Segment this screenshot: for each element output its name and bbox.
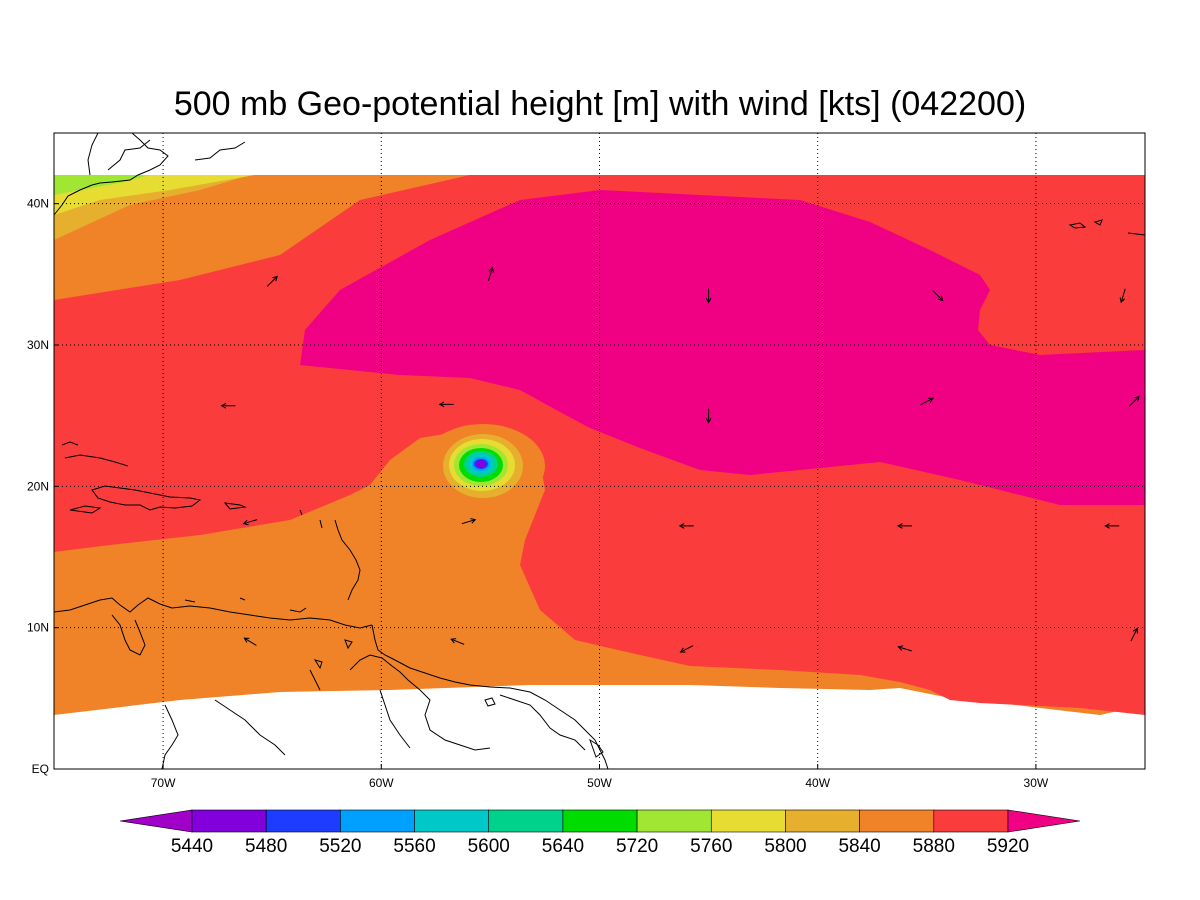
low-pressure-center xyxy=(421,424,545,508)
colorbar-swatch-low xyxy=(119,809,193,833)
colorbar-swatch xyxy=(710,809,786,833)
colorbar-label: 5560 xyxy=(393,836,435,857)
colorbar: 5440 5480 5520 5560 5600 5640 5720 5760 5800 5840… xyxy=(119,809,1081,857)
wind-arrow xyxy=(461,518,477,525)
colorbar-label: 5880 xyxy=(913,836,955,857)
x-tick-label: 50W xyxy=(587,776,612,790)
wind-arrow xyxy=(1104,523,1120,529)
colorbar-swatch xyxy=(414,809,490,833)
coastlines xyxy=(54,133,1145,769)
colorbar-swatch xyxy=(785,809,860,833)
colorbar-swatch xyxy=(191,809,267,833)
colorbar-swatch xyxy=(636,809,712,833)
y-tick-label: 20N xyxy=(27,479,49,493)
wind-arrow xyxy=(705,408,712,424)
y-axis: EQ 10N 20N 30N 40N xyxy=(27,197,59,776)
colorbar-swatch xyxy=(340,809,415,833)
colorbar-label: 5520 xyxy=(319,836,361,857)
x-tick-label: 40W xyxy=(805,776,830,790)
y-tick-label: EQ xyxy=(32,762,49,776)
wind-arrow xyxy=(1130,627,1138,642)
colorbar-label: 5800 xyxy=(764,836,806,857)
ring-5440 xyxy=(476,460,486,468)
x-tick-label: 70W xyxy=(151,776,176,790)
colorbar-swatch xyxy=(562,809,638,833)
y-tick-label: 40N xyxy=(27,197,49,211)
colorbar-swatch-high xyxy=(1007,809,1081,833)
wind-arrow xyxy=(679,645,694,653)
wind-arrow xyxy=(1119,288,1126,304)
wind-arrow xyxy=(896,523,912,529)
wind-arrow xyxy=(1128,395,1140,407)
wind-arrow xyxy=(920,397,934,406)
wind-arrow xyxy=(897,645,912,652)
y-tick-label: 10N xyxy=(27,621,49,635)
plot-area xyxy=(54,133,1145,769)
colorbar-label: 5920 xyxy=(987,836,1029,857)
colorbar-swatch xyxy=(859,809,935,833)
band-5920-region xyxy=(300,190,1145,505)
wind-vectors xyxy=(220,266,1140,653)
colorbar-label: 5720 xyxy=(616,836,658,857)
colorbar-label: 5840 xyxy=(838,836,880,857)
colorbar-label: 5480 xyxy=(245,836,287,857)
wind-arrow xyxy=(705,288,712,304)
wind-arrow xyxy=(487,266,494,282)
colorbar-swatch xyxy=(265,809,341,833)
band-5720-top-corner xyxy=(54,175,150,192)
colorbar-swatch xyxy=(933,809,1009,833)
wind-arrow xyxy=(243,637,257,646)
colorbar-label: 5440 xyxy=(171,836,213,857)
colorbar-swatch xyxy=(488,809,564,833)
map-title: 500 mb Geo-potential height [m] with win… xyxy=(174,85,1026,123)
colorbar-label: 5640 xyxy=(542,836,584,857)
x-tick-label: 60W xyxy=(369,776,394,790)
wind-arrow xyxy=(220,402,236,409)
y-tick-label: 30N xyxy=(27,338,49,352)
x-tick-label: 30W xyxy=(1024,776,1049,790)
wind-arrow xyxy=(266,275,278,287)
colorbar-label: 5600 xyxy=(468,836,510,857)
x-axis: 70W 60W 50W 40W 30W xyxy=(151,764,1049,790)
wind-arrow xyxy=(678,523,694,529)
wind-arrow xyxy=(438,401,454,408)
colorbar-label: 5760 xyxy=(690,836,732,857)
wind-arrow xyxy=(242,519,258,526)
wind-arrow xyxy=(450,638,465,645)
wind-arrow xyxy=(932,290,944,302)
